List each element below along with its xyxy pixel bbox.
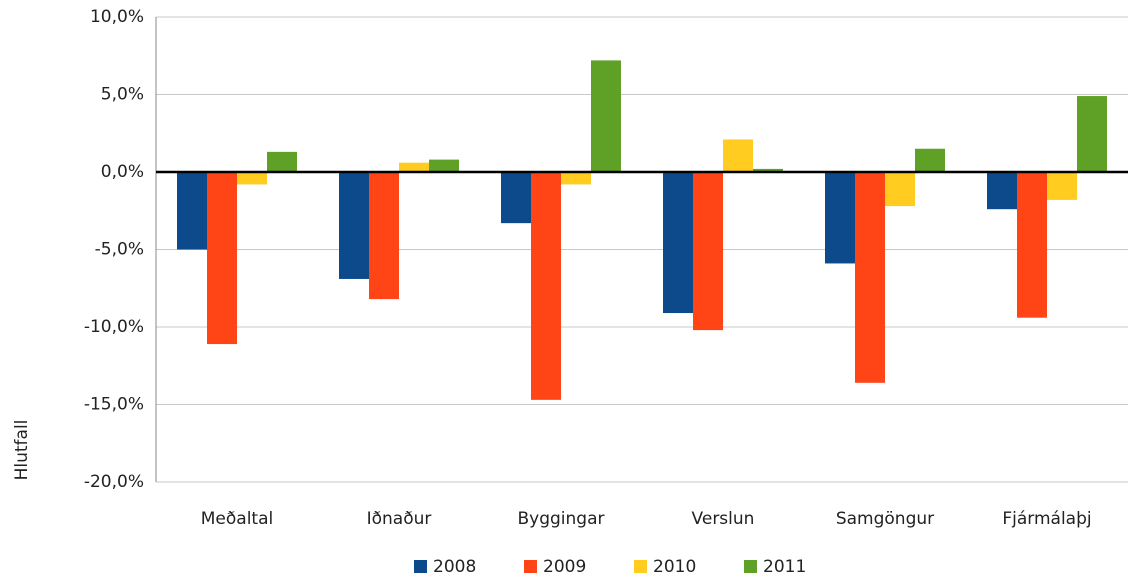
legend-label: 2008 bbox=[433, 557, 476, 577]
bar bbox=[207, 172, 237, 345]
y-tick-label: -10,0% bbox=[84, 317, 144, 337]
bar bbox=[693, 172, 723, 331]
bar bbox=[429, 159, 459, 172]
bar bbox=[663, 172, 693, 314]
y-tick-label: -5,0% bbox=[95, 240, 144, 260]
bar bbox=[369, 172, 399, 300]
legend-swatch bbox=[744, 560, 757, 573]
bar bbox=[591, 60, 621, 172]
legend-label: 2009 bbox=[543, 557, 586, 577]
bar bbox=[399, 162, 429, 172]
legend-swatch bbox=[634, 560, 647, 573]
legend-swatch bbox=[414, 560, 427, 573]
bar bbox=[753, 168, 783, 172]
y-axis-label: Hlutfall bbox=[12, 420, 32, 481]
bar bbox=[501, 172, 531, 224]
legend-label: 2010 bbox=[653, 557, 696, 577]
bar bbox=[237, 172, 267, 185]
bar bbox=[915, 148, 945, 172]
x-tick-label: Iðnaður bbox=[367, 509, 432, 529]
x-tick-label: Fjármálaþj bbox=[1002, 509, 1091, 529]
y-tick-label: -20,0% bbox=[84, 472, 144, 492]
x-tick-label: Meðaltal bbox=[201, 509, 273, 529]
x-tick-label: Samgöngur bbox=[836, 509, 934, 529]
bar bbox=[987, 172, 1017, 210]
bar bbox=[723, 139, 753, 172]
legend-swatch bbox=[524, 560, 537, 573]
bar bbox=[885, 172, 915, 207]
bar bbox=[825, 172, 855, 264]
bar bbox=[1077, 96, 1107, 172]
y-tick-label: 5,0% bbox=[101, 85, 144, 105]
legend-label: 2011 bbox=[763, 557, 806, 577]
bar bbox=[1017, 172, 1047, 318]
bar bbox=[267, 151, 297, 172]
bar bbox=[561, 172, 591, 185]
x-tick-label: Verslun bbox=[692, 509, 755, 529]
x-tick-label: Byggingar bbox=[517, 509, 604, 529]
bar bbox=[855, 172, 885, 383]
bar bbox=[177, 172, 207, 250]
bar bbox=[339, 172, 369, 279]
y-tick-label: -15,0% bbox=[84, 395, 144, 415]
bar bbox=[1047, 172, 1077, 200]
y-tick-label: 10,0% bbox=[90, 7, 144, 27]
y-tick-label: 0,0% bbox=[101, 162, 144, 182]
bar bbox=[531, 172, 561, 400]
